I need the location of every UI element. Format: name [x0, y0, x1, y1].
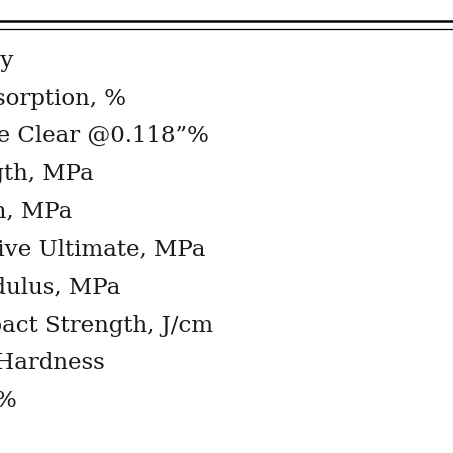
- Text: Rockwell Hardness: Rockwell Hardness: [0, 352, 105, 375]
- Text: Water Absorption, %: Water Absorption, %: [0, 88, 126, 110]
- Text: Compressive Ultimate, MPa: Compressive Ultimate, MPa: [0, 239, 206, 261]
- Text: Specific Gravity: Specific Gravity: [0, 50, 13, 72]
- Text: Tensile Strength, MPa: Tensile Strength, MPa: [0, 164, 94, 185]
- Text: Light Transmittance Clear @0.118”%: Light Transmittance Clear @0.118”%: [0, 125, 208, 148]
- Text: Flexural Strength, MPa: Flexural Strength, MPa: [0, 201, 72, 223]
- Text: Flexural Modulus, MPa: Flexural Modulus, MPa: [0, 277, 120, 299]
- Text: Izod Impact Strength, J/cm: Izod Impact Strength, J/cm: [0, 314, 213, 337]
- Text: Elongation, %: Elongation, %: [0, 390, 17, 412]
